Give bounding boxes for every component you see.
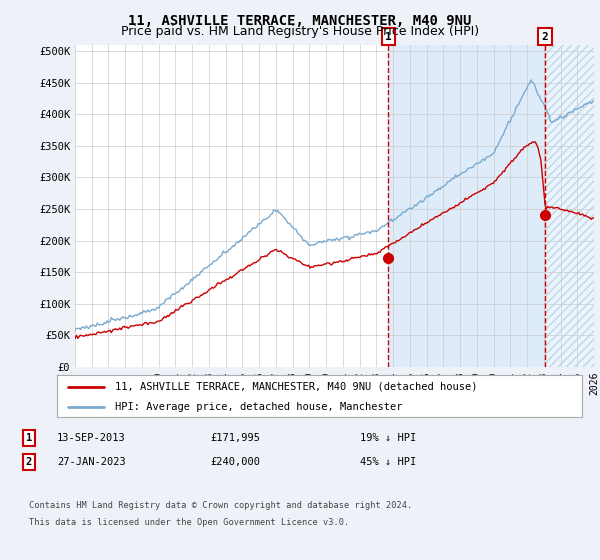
Text: £240,000: £240,000 bbox=[210, 457, 260, 467]
Text: Contains HM Land Registry data © Crown copyright and database right 2024.: Contains HM Land Registry data © Crown c… bbox=[29, 501, 412, 510]
Text: HPI: Average price, detached house, Manchester: HPI: Average price, detached house, Manc… bbox=[115, 402, 402, 412]
Text: 27-JAN-2023: 27-JAN-2023 bbox=[57, 457, 126, 467]
Text: 13-SEP-2013: 13-SEP-2013 bbox=[57, 433, 126, 443]
Text: 1: 1 bbox=[26, 433, 32, 443]
Text: £171,995: £171,995 bbox=[210, 433, 260, 443]
Text: Price paid vs. HM Land Registry's House Price Index (HPI): Price paid vs. HM Land Registry's House … bbox=[121, 25, 479, 38]
Text: 19% ↓ HPI: 19% ↓ HPI bbox=[360, 433, 416, 443]
Text: This data is licensed under the Open Government Licence v3.0.: This data is licensed under the Open Gov… bbox=[29, 518, 349, 527]
Text: 1: 1 bbox=[385, 31, 392, 41]
Bar bbox=[545, 45, 594, 367]
Text: 2: 2 bbox=[26, 457, 32, 467]
Text: 11, ASHVILLE TERRACE, MANCHESTER, M40 9NU (detached house): 11, ASHVILLE TERRACE, MANCHESTER, M40 9N… bbox=[115, 382, 477, 392]
Text: 45% ↓ HPI: 45% ↓ HPI bbox=[360, 457, 416, 467]
Bar bbox=[545, 45, 594, 367]
Text: 11, ASHVILLE TERRACE, MANCHESTER, M40 9NU: 11, ASHVILLE TERRACE, MANCHESTER, M40 9N… bbox=[128, 14, 472, 28]
Text: 2: 2 bbox=[542, 31, 548, 41]
Bar bbox=[388, 45, 545, 367]
